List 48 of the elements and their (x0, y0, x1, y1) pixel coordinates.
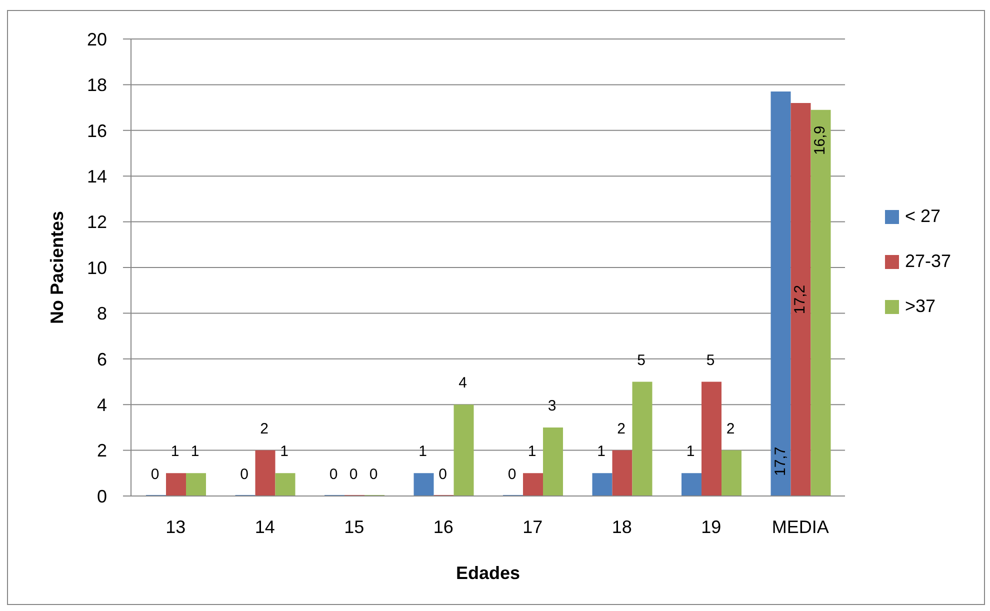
data-label: 17,7 (771, 446, 788, 476)
legend-label: 27-37 (905, 251, 952, 272)
data-label: 1 (418, 443, 427, 460)
x-tick-label: 15 (344, 516, 364, 537)
y-tick-label: 6 (96, 349, 107, 370)
data-label: 1 (597, 443, 606, 460)
y-tick-label: 20 (86, 29, 107, 50)
data-label: 0 (240, 466, 248, 483)
y-tick-label: 4 (96, 394, 107, 415)
data-label: 0 (369, 466, 378, 483)
data-label: 2 (617, 420, 626, 438)
data-label: 1 (170, 443, 180, 460)
legend-label: < 27 (905, 206, 941, 227)
data-label: 2 (726, 420, 735, 438)
x-tick-label: 14 (254, 516, 275, 537)
data-label: 5 (706, 352, 715, 369)
y-tick-label: 14 (86, 166, 107, 186)
data-label: 0 (349, 466, 358, 483)
data-label: 0 (508, 466, 516, 483)
y-tick-label: 8 (96, 304, 107, 324)
y-tick-label: 10 (86, 258, 107, 278)
x-tick-label: 17 (522, 516, 543, 537)
x-tick-label: 18 (612, 516, 632, 537)
y-tick-label: 2 (96, 440, 107, 461)
data-label: 3 (548, 397, 556, 414)
legend-label: >37 (905, 296, 936, 317)
data-label: 16,9 (811, 126, 828, 156)
y-tick-label: 12 (86, 212, 107, 232)
data-label: 0 (438, 466, 447, 483)
data-label: 2 (260, 420, 268, 438)
data-label: 4 (458, 374, 467, 392)
x-tick-label: MEDIA (772, 516, 829, 537)
data-label: 1 (280, 443, 288, 460)
x-tick-label: 13 (166, 516, 186, 537)
y-tick-label: 16 (86, 120, 107, 141)
data-label: 0 (329, 466, 338, 483)
data-label: 1 (190, 443, 200, 460)
x-tick-label: 16 (433, 516, 454, 537)
data-label: 0 (150, 466, 160, 483)
data-label: 1 (686, 443, 695, 460)
x-tick-label: 19 (701, 516, 722, 537)
data-label: 5 (637, 352, 646, 369)
y-tick-label: 0 (96, 486, 107, 506)
y-tick-label: 18 (86, 75, 107, 96)
y-axis-title: No Pacientes (47, 210, 67, 324)
data-label: 1 (528, 443, 536, 460)
data-label: 17,2 (791, 284, 808, 314)
x-axis-title: Edades (456, 563, 520, 583)
